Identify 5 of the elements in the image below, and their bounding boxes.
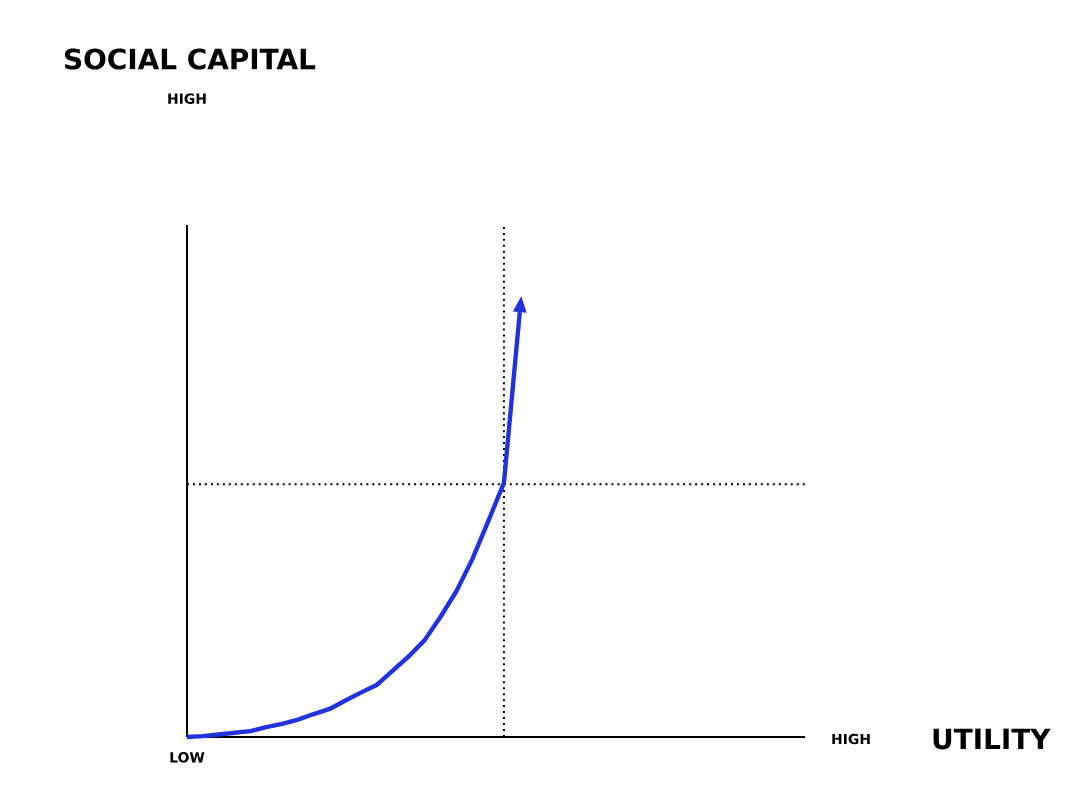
text: HIGH (168, 93, 206, 104)
text: HIGH (832, 733, 870, 745)
chart-title: SOCIAL CAPITAL (65, 48, 316, 70)
x-axis-title: UTILITY (933, 728, 1051, 750)
text: LOW (170, 752, 205, 763)
